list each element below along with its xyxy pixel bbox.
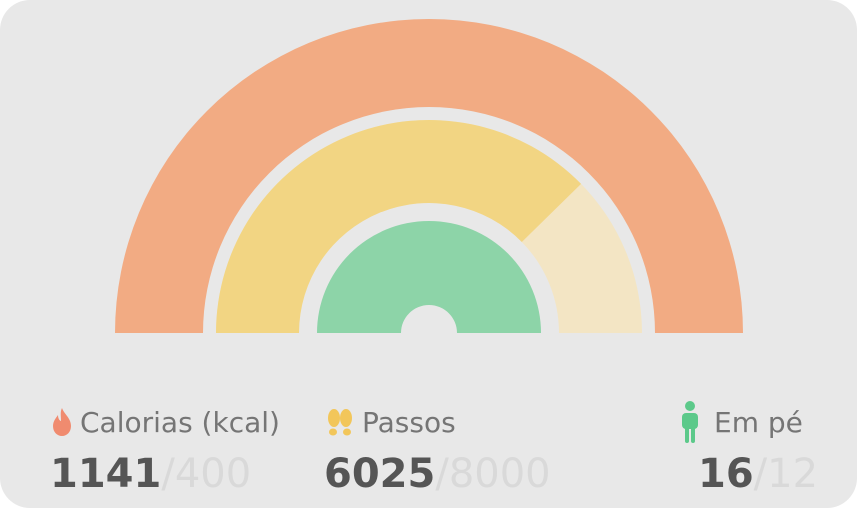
calories-label: Calorias (kcal) — [80, 405, 280, 439]
stand-separator: / — [753, 451, 768, 497]
calories-goal: 400 — [174, 451, 252, 497]
calories-separator: / — [161, 451, 175, 497]
steps-separator: / — [435, 451, 449, 497]
steps-label: Passos — [362, 405, 456, 439]
stand-label: Em pé — [714, 405, 803, 439]
stand-stat: Em pé 16/12 — [680, 398, 818, 496]
stand-current: 16 — [698, 451, 754, 497]
steps-stat: Passos 6025/8000 — [324, 398, 551, 497]
calories-value: 1141/400 — [50, 452, 280, 496]
calories-current: 1141 — [50, 451, 162, 497]
steps-ring-progress — [216, 120, 582, 333]
footprints-icon — [324, 407, 356, 437]
steps-goal: 8000 — [448, 451, 551, 497]
flame-icon — [50, 407, 74, 437]
calories-ring — [115, 19, 743, 333]
standing-person-icon — [680, 400, 700, 444]
steps-current: 6025 — [324, 451, 436, 497]
stand-goal: 12 — [767, 451, 819, 497]
steps-value: 6025/8000 — [324, 452, 551, 496]
stand-ring — [317, 221, 541, 333]
calories-stat: Calorias (kcal) 1141/400 — [50, 398, 280, 497]
stand-value: 16/12 — [680, 452, 818, 496]
activity-rings — [115, 19, 743, 333]
